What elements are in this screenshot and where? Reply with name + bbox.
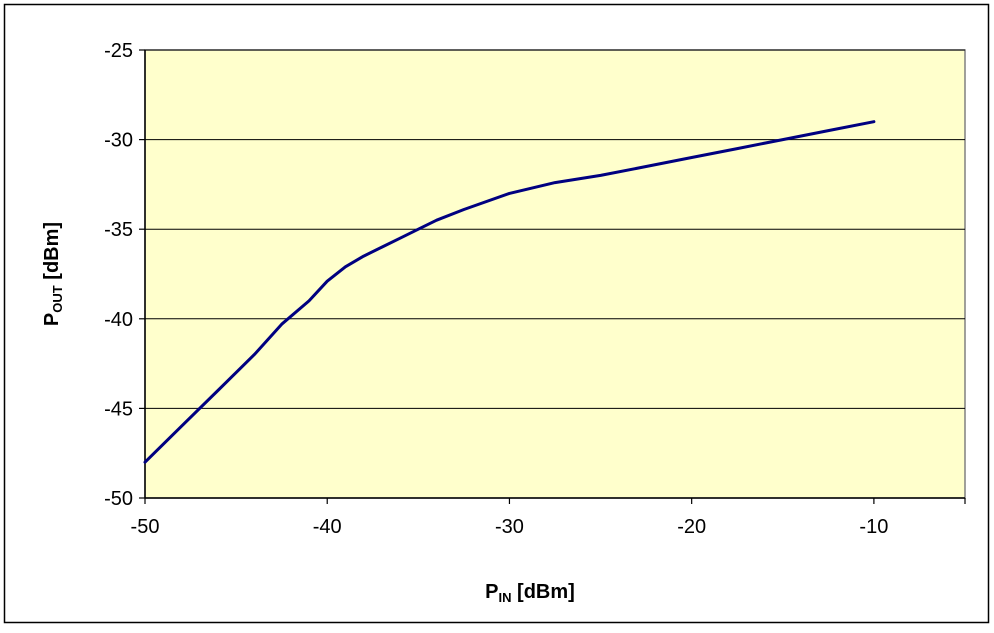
y-tick-label: -45 [104,398,133,420]
x-axis-title-unit: [dBm] [512,581,575,603]
y-tick-label: -50 [104,488,133,510]
y-tick-label: -40 [104,309,133,331]
y-tick-label: -35 [104,219,133,241]
x-axis-ticks: -50 -40 -30 -20 -10 [131,498,966,538]
x-tick-label: -30 [495,516,524,538]
y-axis-ticks: -25 -30 -35 -40 -45 -50 [104,40,145,510]
y-axis-title: POUT [dBm] [41,222,65,326]
x-tick-label: -20 [677,516,706,538]
axes [144,50,965,499]
series-line [143,120,876,464]
x-tick-label: -50 [131,516,160,538]
y-tick-label: -30 [104,130,133,152]
x-tick-label: -40 [313,516,342,538]
x-axis-title: PIN [dBm] [485,581,575,605]
gridlines [145,49,965,409]
plot-area [144,49,966,499]
y-tick-label: -25 [104,40,133,62]
series-layer [143,120,876,464]
y-axis-title-main: P [41,313,63,326]
y-axis-title-unit: [dBm] [41,222,63,285]
x-axis-title-main: P [485,581,498,603]
x-tick-label: -10 [859,516,888,538]
x-axis-title-sub: IN [499,590,512,605]
y-axis-title-sub: OUT [50,285,65,313]
